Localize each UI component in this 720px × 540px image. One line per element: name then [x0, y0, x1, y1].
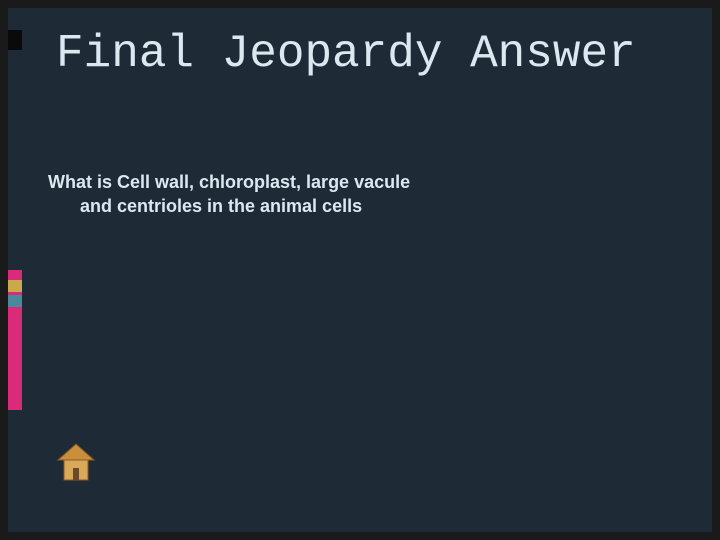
left-decor-tab	[8, 30, 22, 50]
home-icon	[54, 440, 98, 484]
answer-line2: and centrioles in the animal cells	[48, 194, 652, 218]
home-button[interactable]	[54, 440, 98, 484]
left-accent-bar-yellow	[8, 280, 22, 292]
answer-line1: What is Cell wall, chloroplast, large va…	[48, 172, 410, 192]
slide-container: Final Jeopardy Answer What is Cell wall,…	[8, 8, 712, 532]
answer-text: What is Cell wall, chloroplast, large va…	[48, 170, 652, 219]
left-accent-bar-teal	[8, 295, 22, 307]
slide-title: Final Jeopardy Answer	[56, 28, 672, 81]
